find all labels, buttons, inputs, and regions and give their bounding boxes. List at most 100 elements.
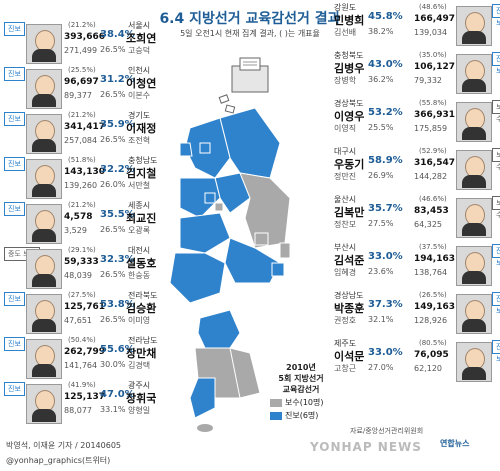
left-result-row: 중도 보수 (29.1%) 59,333 48,039 32.3% 26.5% 대전시 설동호… [4, 245, 164, 289]
leaning-badge: 진보 [4, 202, 25, 216]
winner-rate: 35.7% [368, 203, 403, 214]
legend-item-progressive: 진보(6명) [270, 410, 332, 421]
winner-votes: 59,333 [64, 257, 99, 267]
legend-item-conservative: 보수(10명) [270, 397, 332, 408]
runner-name: 김선배 [334, 28, 357, 37]
runner-rate: 26.0% [100, 180, 126, 189]
count-rate: (51.8%) [68, 156, 96, 164]
runner-name: 정찬모 [334, 220, 357, 229]
runner-votes: 139,260 [64, 181, 98, 190]
runner-name: 정만진 [334, 172, 357, 181]
leaning-badge: 진보 [4, 112, 25, 126]
legend-swatch-progressive [270, 411, 282, 420]
leaning-badge: 진보 [492, 340, 500, 363]
left-result-row: 진보 (21.2%) 341,417 257,084 35.9% 26.5% 경기도 이재정 조… [4, 110, 164, 154]
region-busan [271, 262, 285, 277]
winner-name: 김복만 [334, 206, 365, 219]
inset-map-east [229, 347, 261, 399]
winner-votes: 166,497 [414, 14, 455, 24]
page-title: 6.4 지방선거 교육감선거 결과 [159, 11, 341, 27]
winner-votes: 106,127 [414, 62, 455, 72]
runner-rate: 26.5% [100, 135, 126, 144]
right-result-row: 진보 (35.0%) 106,127 79,332 43.0% 36.2% 충청북도 김병우 장… [334, 50, 500, 94]
runner-name: 장병학 [334, 76, 357, 85]
winner-rate: 53.2% [368, 107, 403, 118]
winner-name: 이재정 [126, 122, 157, 135]
region-name: 세종시 [128, 201, 151, 210]
count-rate: (35.0%) [419, 51, 447, 59]
candidate-photo [26, 69, 62, 109]
runner-votes: 48,039 [64, 271, 92, 280]
page-subtitle: 5일 오전1시 현재 집계 결과, ( )는 개표율 [180, 29, 320, 38]
leaning-badge: 진보 [492, 4, 500, 27]
winner-name: 김병우 [334, 62, 365, 75]
runner-name: 고승덕 [128, 46, 151, 55]
count-rate: (37.5%) [419, 243, 447, 251]
region-name: 전라북도 [128, 291, 158, 300]
watermark: YONHAP NEWS [310, 440, 422, 454]
left-result-row: 진보 (21.2%) 4,578 3,529 35.5% 26.5% 세종시 최교진 오광록 [4, 200, 164, 244]
winner-votes: 125,137 [64, 392, 105, 402]
right-result-row: 보수 (46.6%) 83,453 64,325 35.7% 27.5% 울산시 김복만 정찬모 [334, 194, 500, 238]
runner-name: 서만철 [128, 181, 151, 190]
right-result-row: 진보 (48.6%) 166,497 139,034 45.8% 38.2% 강원도 민병희 김… [334, 2, 500, 46]
leaning-badge: 보수 [492, 196, 500, 219]
leaning-badge: 진보 [4, 67, 25, 81]
leaning-badge: 진보 [492, 292, 500, 315]
runner-rate: 36.2% [368, 75, 394, 84]
runner-name: 양형일 [128, 406, 151, 415]
runner-votes: 3,529 [64, 226, 87, 235]
region-name: 경기도 [128, 111, 151, 120]
runner-votes: 139,034 [414, 28, 448, 37]
winner-rate: 32.3% [100, 254, 135, 265]
runner-votes: 138,764 [414, 268, 448, 277]
winner-rate: 33.0% [368, 251, 403, 262]
candidate-photo [26, 384, 62, 424]
region-name: 전라남도 [128, 336, 158, 345]
winner-name: 장휘국 [126, 392, 157, 405]
region-name: 대구시 [334, 147, 357, 156]
legend-swatch-conservative [270, 398, 282, 407]
candidate-photo [26, 204, 62, 244]
winner-name: 민병희 [334, 14, 365, 27]
winner-rate: 45.8% [368, 11, 403, 22]
region-jeonbuk [179, 212, 231, 254]
region-daegu [254, 232, 269, 246]
region-name: 제주도 [334, 339, 357, 348]
region-name: 충청남도 [128, 156, 158, 165]
winner-votes: 341,417 [64, 122, 105, 132]
winner-name: 조희연 [126, 32, 157, 45]
winner-rate: 58.9% [368, 155, 403, 166]
right-result-row: 진보 (26.5%) 149,163 128,926 37.3% 32.1% 경상남도 박종훈… [334, 290, 500, 334]
inset-map-north [197, 309, 241, 349]
winner-votes: 149,163 [414, 302, 455, 312]
runner-rate: 23.6% [368, 267, 394, 276]
runner-votes: 89,377 [64, 91, 92, 100]
runner-name: 임혜경 [334, 268, 357, 277]
footer-twitter[interactable]: @yonhap_graphics(트위터) [6, 456, 111, 465]
region-sejong [204, 192, 216, 204]
winner-name: 설동호 [126, 257, 157, 270]
winner-rate: 32.2% [100, 164, 135, 175]
region-name: 강원도 [334, 3, 357, 12]
runner-rate: 26.5% [100, 225, 126, 234]
runner-name: 이본수 [128, 91, 151, 100]
runner-rate: 25.5% [368, 123, 394, 132]
runner-votes: 141,764 [64, 361, 98, 370]
candidate-photo [456, 150, 492, 190]
right-result-row: 진보 (80.5%) 76,095 62,120 33.0% 27.0% 제주도 이석문 고창근 [334, 338, 500, 382]
right-result-row: 진보 (37.5%) 194,163 138,764 33.0% 23.6% 부산시 김석준 임… [334, 242, 500, 286]
left-result-row: 진보 (41.9%) 125,137 88,077 47.0% 33.1% 광주시 장휘국 양형… [4, 380, 164, 424]
winner-rate: 53.8% [100, 299, 135, 310]
winner-votes: 366,931 [414, 110, 455, 120]
count-rate: (26.5%) [419, 291, 447, 299]
runner-name: 이영직 [334, 124, 357, 133]
count-rate: (41.9%) [68, 381, 96, 389]
runner-votes: 128,926 [414, 316, 448, 325]
runner-rate: 33.1% [100, 405, 126, 414]
ballot-box-icon [218, 57, 269, 114]
left-result-row: 진보 (21.2%) 393,666 271,499 38.4% 26.5% 서울시 조희연 고… [4, 20, 164, 64]
candidate-photo [456, 6, 492, 46]
region-name: 경상북도 [334, 99, 364, 108]
yonhap-logo: 연합뉴스 [440, 439, 470, 448]
